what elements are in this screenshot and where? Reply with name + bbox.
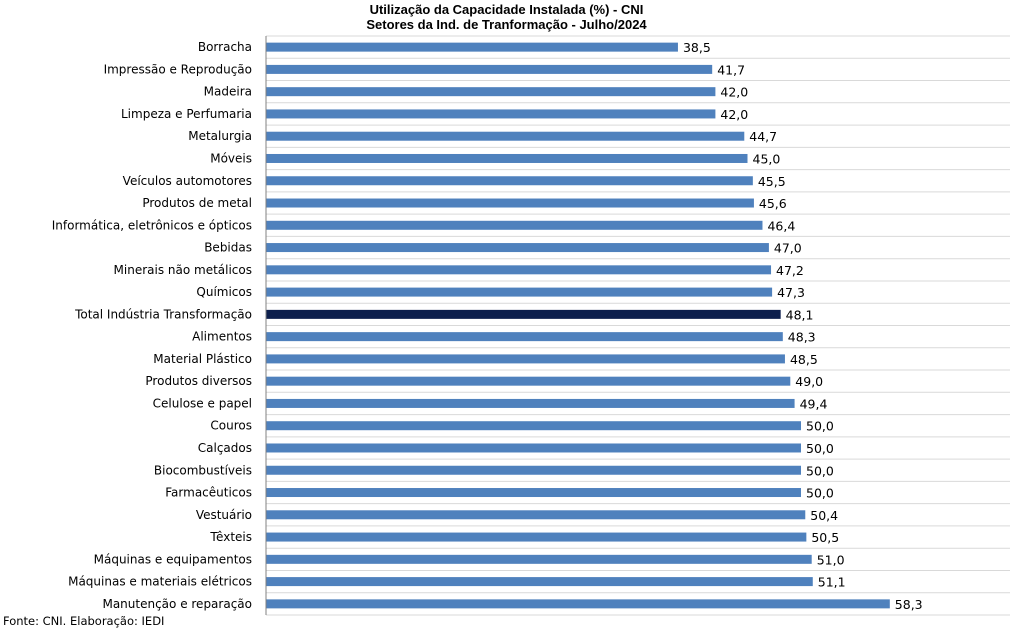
category-label: Minerais não metálicos	[114, 263, 252, 277]
value-label: 50,5	[811, 530, 839, 545]
category-label: Biocombustíveis	[154, 463, 252, 477]
chart-subtitle: Setores da Ind. de Tranformação - Julho/…	[366, 17, 647, 32]
bar	[266, 354, 785, 364]
value-label: 42,0	[720, 107, 748, 122]
category-label: Calçados	[198, 441, 252, 455]
value-label: 47,3	[777, 285, 805, 300]
value-label: 45,0	[753, 151, 781, 166]
value-label: 49,0	[795, 374, 823, 389]
bar	[266, 153, 748, 163]
bar	[266, 109, 716, 119]
bar	[266, 554, 812, 564]
category-label: Produtos de metal	[142, 196, 252, 210]
category-label: Celulose e papel	[153, 396, 252, 410]
gridlines	[266, 35, 1010, 616]
category-label: Veículos automotores	[123, 174, 252, 188]
bar	[266, 398, 795, 408]
value-label: 50,4	[810, 508, 838, 523]
bar	[266, 510, 806, 520]
bar	[266, 64, 713, 74]
value-label: 51,0	[817, 552, 845, 567]
category-label: Têxteis	[209, 530, 252, 544]
bar	[266, 577, 813, 587]
value-label: 50,0	[806, 463, 834, 478]
bar	[266, 332, 783, 342]
category-label: Metalurgia	[188, 129, 252, 143]
value-label: 48,1	[786, 307, 814, 322]
source-note: Fonte: CNI. Elaboração: IEDI	[3, 614, 165, 628]
bar	[266, 287, 773, 297]
value-label: 44,7	[749, 129, 777, 144]
bar	[266, 465, 801, 475]
category-label: Vestuário	[196, 508, 252, 522]
bars	[266, 42, 890, 609]
chart-title: Utilização da Capacidade Instalada (%) -…	[369, 2, 644, 17]
value-label: 47,2	[776, 263, 804, 278]
category-label: Máquinas e equipamentos	[94, 552, 252, 566]
value-label: 49,4	[800, 396, 828, 411]
category-labels: Borracha Impressão e Reprodução Madeira Lim…	[52, 40, 252, 611]
bar	[266, 599, 890, 609]
value-label: 58,3	[895, 597, 923, 612]
category-label: Químicos	[196, 285, 252, 299]
category-label: Móveis	[210, 151, 252, 165]
value-label: 50,0	[806, 419, 834, 434]
category-label: Manutenção e reparação	[102, 597, 252, 611]
category-label: Impressão e Reprodução	[104, 62, 252, 76]
category-label: Informática, eletrônicos e ópticos	[52, 218, 252, 232]
category-label: Bebidas	[204, 241, 252, 255]
category-label: Produtos diversos	[145, 374, 252, 388]
bar	[266, 220, 763, 230]
category-label: Máquinas e materiais elétricos	[68, 575, 252, 589]
bar	[266, 421, 801, 431]
value-label: 50,0	[806, 441, 834, 456]
value-label: 46,4	[767, 218, 795, 233]
category-label: Couros	[210, 419, 252, 433]
bar-highlight	[266, 309, 781, 319]
category-label: Total Indústria Transformação	[74, 307, 252, 321]
value-label: 42,0	[720, 85, 748, 100]
value-label: 41,7	[717, 62, 745, 77]
value-label: 50,0	[806, 486, 834, 501]
value-label: 47,0	[774, 241, 802, 256]
bar	[266, 532, 807, 542]
chart-title-block: Utilização da Capacidade Instalada (%) -…	[0, 2, 1013, 32]
bar	[266, 87, 716, 97]
category-label: Farmacêuticos	[165, 486, 252, 500]
value-label: 48,5	[790, 352, 818, 367]
bar	[266, 198, 754, 208]
category-label: Limpeza e Perfumaria	[121, 107, 252, 121]
bar	[266, 243, 769, 253]
value-label: 48,3	[788, 330, 816, 345]
value-label: 51,1	[818, 575, 846, 590]
bar	[266, 443, 801, 453]
value-labels: 38,541,742,042,044,745,045,545,646,447,0…	[683, 40, 923, 612]
bar	[266, 488, 801, 498]
value-label: 45,6	[759, 196, 787, 211]
bar	[266, 42, 678, 52]
bar	[266, 265, 772, 275]
value-label: 38,5	[683, 40, 711, 55]
bar	[266, 131, 745, 141]
category-label: Material Plástico	[153, 352, 252, 366]
category-label: Borracha	[198, 40, 252, 54]
value-label: 45,5	[758, 174, 786, 189]
category-label: Alimentos	[192, 330, 252, 344]
bar	[266, 376, 791, 386]
category-label: Madeira	[204, 85, 252, 99]
bar	[266, 176, 753, 186]
